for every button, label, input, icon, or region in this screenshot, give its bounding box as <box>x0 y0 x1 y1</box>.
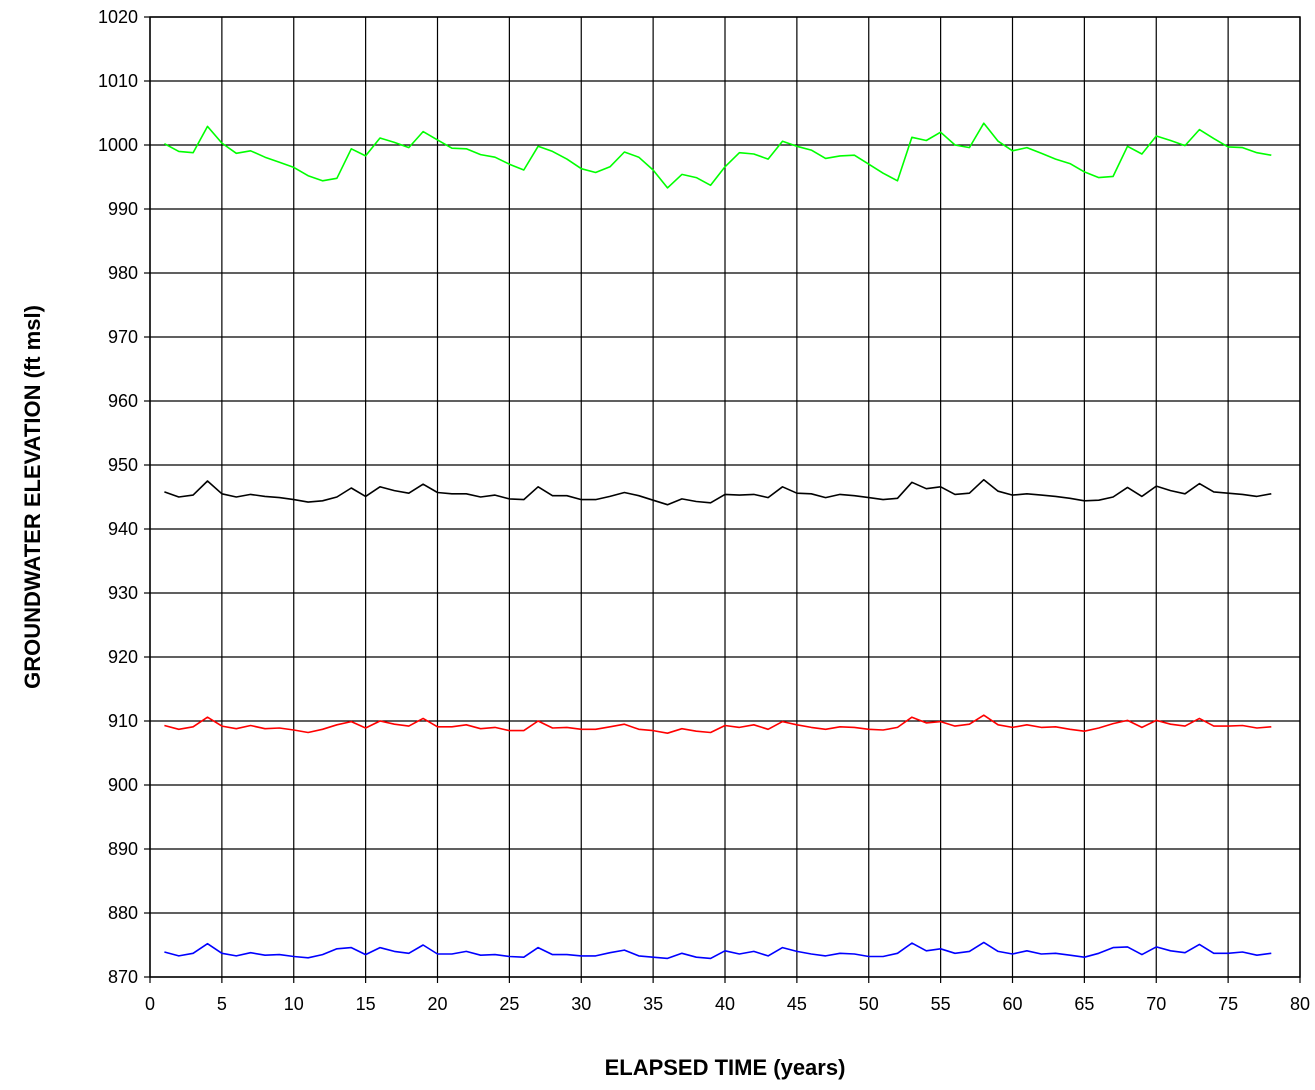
y-tick-label: 880 <box>108 903 138 923</box>
x-tick-label: 25 <box>499 994 519 1014</box>
y-axis-title: GROUNDWATER ELEVATION (ft msl) <box>20 305 45 689</box>
y-tick-label: 910 <box>108 711 138 731</box>
x-tick-label: 60 <box>1002 994 1022 1014</box>
series-lines <box>164 122 1272 960</box>
x-tick-label: 35 <box>643 994 663 1014</box>
y-tick-label: 1020 <box>98 7 138 27</box>
y-tick-label: 1000 <box>98 135 138 155</box>
x-tick-label: 15 <box>356 994 376 1014</box>
y-tick-label: 980 <box>108 263 138 283</box>
series-line-4 <box>164 941 1272 960</box>
x-tick-label: 75 <box>1218 994 1238 1014</box>
y-tick-label: 920 <box>108 647 138 667</box>
plot-frame <box>149 16 1301 978</box>
y-tick-label: 930 <box>108 583 138 603</box>
series-line-3 <box>164 714 1272 735</box>
x-tick-label: 70 <box>1146 994 1166 1014</box>
x-tick-label: 10 <box>284 994 304 1014</box>
x-tick-label: 65 <box>1074 994 1094 1014</box>
x-tick-label: 0 <box>145 994 155 1014</box>
y-tick-label: 950 <box>108 455 138 475</box>
x-tick-label: 40 <box>715 994 735 1014</box>
x-tick-label: 5 <box>217 994 227 1014</box>
series-line-1 <box>164 122 1272 189</box>
y-tick-label: 960 <box>108 391 138 411</box>
x-tick-label: 80 <box>1290 994 1310 1014</box>
y-tick-label: 900 <box>108 775 138 795</box>
x-tick-label: 30 <box>571 994 591 1014</box>
x-tick-label: 20 <box>427 994 447 1014</box>
y-tick-label: 1010 <box>98 71 138 91</box>
grid-lines <box>144 16 1301 983</box>
x-tick-label: 45 <box>787 994 807 1014</box>
x-axis-title: ELAPSED TIME (years) <box>605 1055 846 1080</box>
y-tick-labels: 870 880 890 900 910 920 930 940 950 960 970 980 990 1… <box>98 7 138 987</box>
y-tick-label: 970 <box>108 327 138 347</box>
y-tick-label: 940 <box>108 519 138 539</box>
x-tick-label: 50 <box>859 994 879 1014</box>
y-tick-label: 990 <box>108 199 138 219</box>
y-tick-label: 870 <box>108 967 138 987</box>
x-tick-label: 55 <box>931 994 951 1014</box>
x-tick-labels: 0 5 10 15 20 25 30 35 40 45 50 55 60 65 70 75 80 <box>145 994 1310 1014</box>
series-line-2 <box>164 478 1272 506</box>
y-tick-label: 890 <box>108 839 138 859</box>
